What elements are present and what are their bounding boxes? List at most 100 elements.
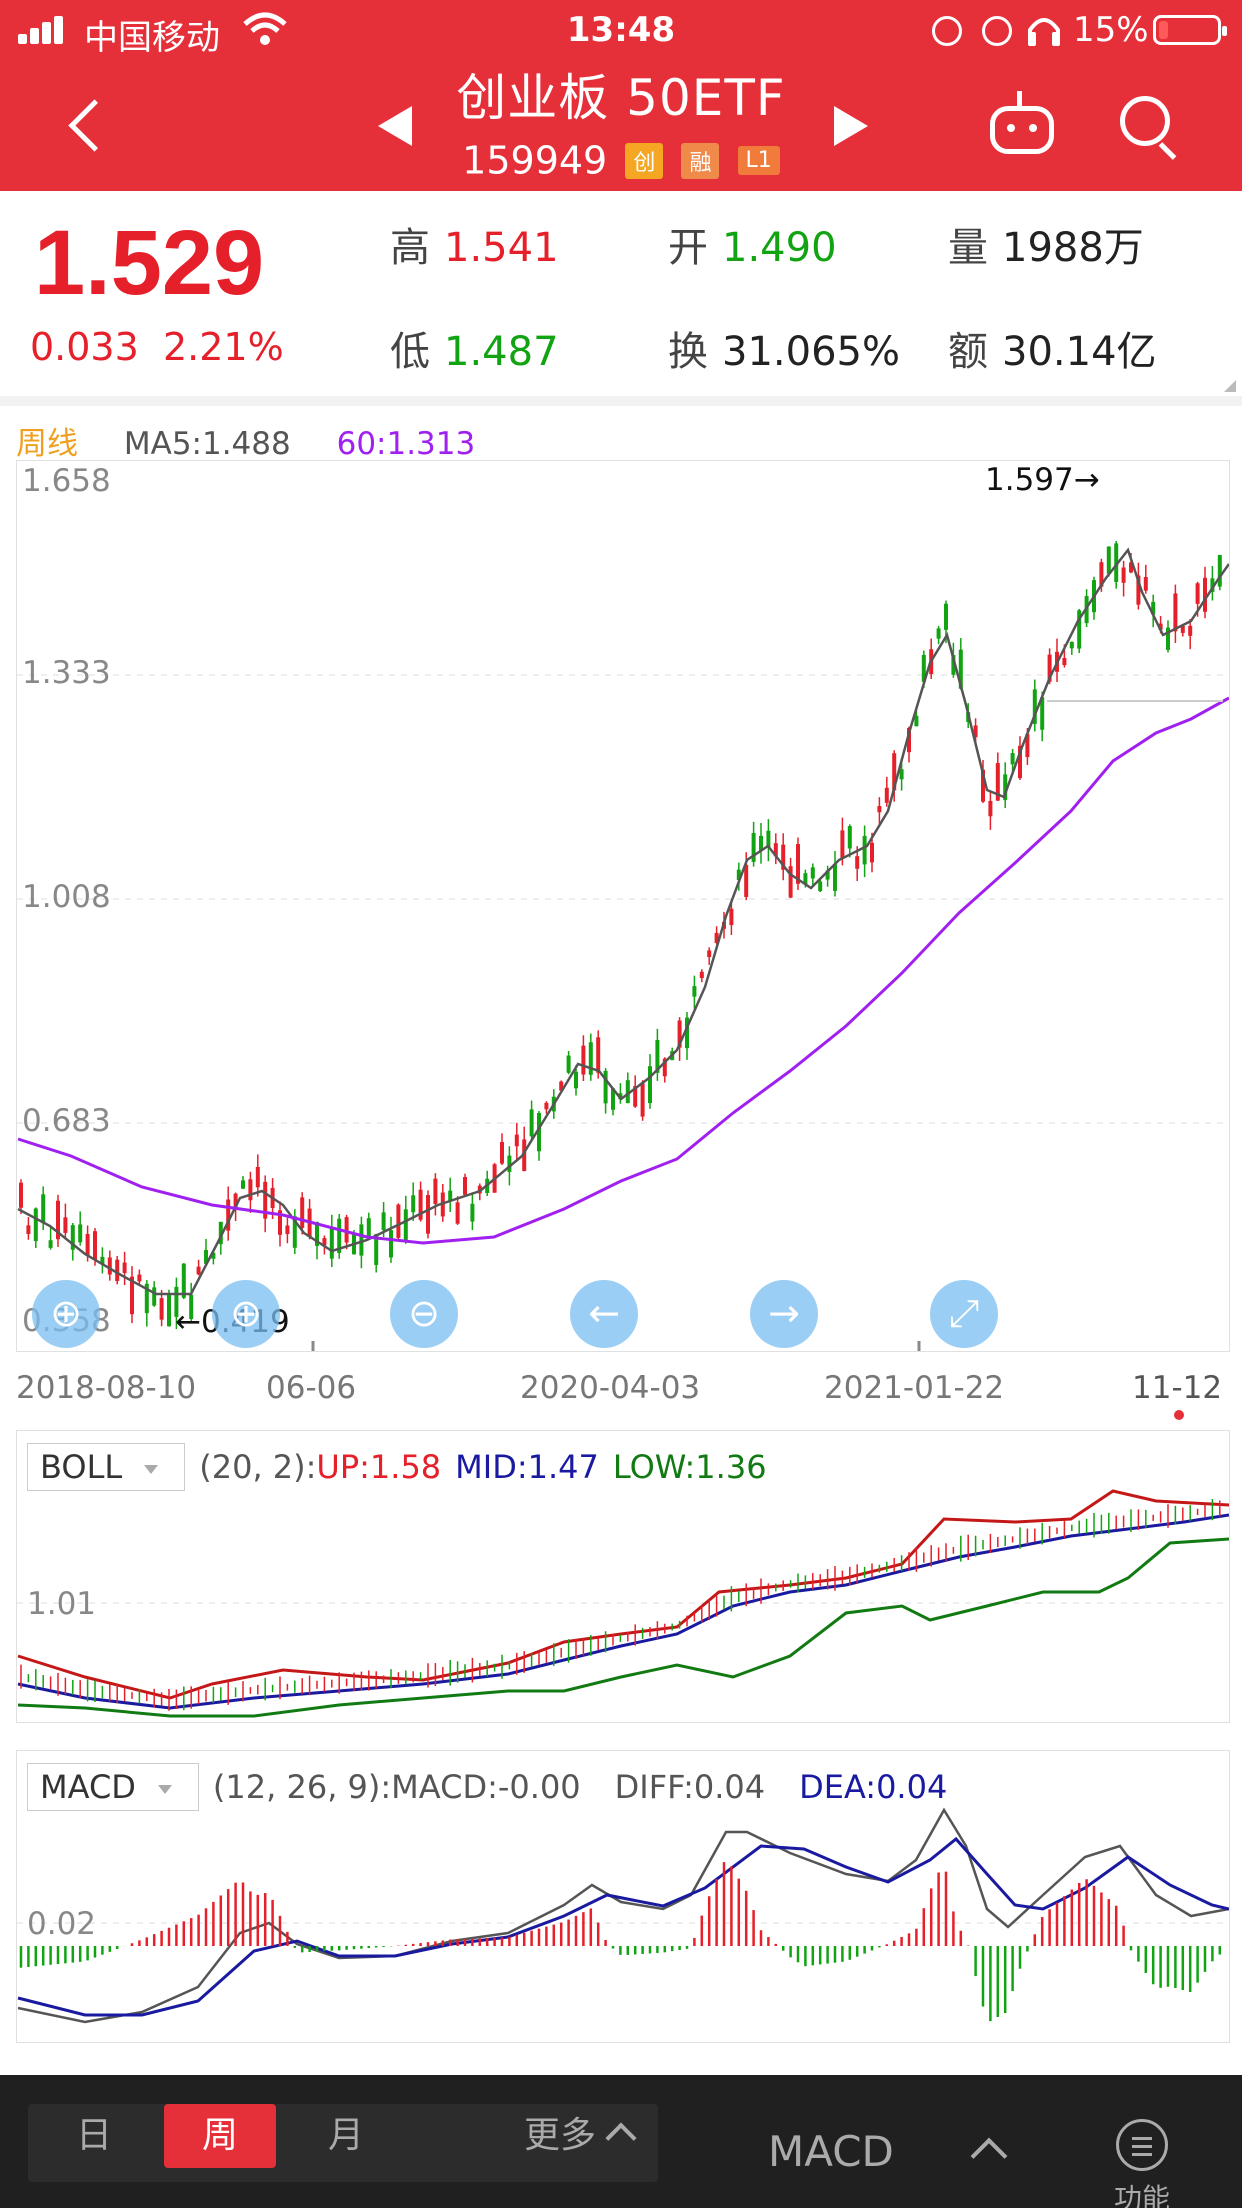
alarm-icon — [982, 16, 1012, 46]
stock-code-line: 159949 创 融 L1 — [0, 136, 1242, 183]
headphones-icon — [1028, 18, 1060, 46]
page-title: 创业板 50ETF — [456, 69, 786, 127]
arrow-right-icon: → — [768, 1291, 800, 1335]
macd-panel[interactable]: MACD (12, 26, 9):MACD:-0.00 DIFF:0.04 DEA:0… — [16, 1750, 1230, 2043]
chart-tool-1[interactable]: ⊕ — [32, 1280, 100, 1348]
more-periods-button[interactable]: 更多 — [524, 2104, 637, 2168]
low-item: 低 1.487 — [390, 319, 559, 377]
zoom-icon: ⊕ — [50, 1291, 82, 1335]
macd-diff: DIFF:0.04 — [614, 1768, 766, 1806]
amount-item: 额 30.14亿 — [948, 319, 1157, 377]
amount-label: 额 — [948, 329, 988, 375]
macd-header: MACD (12, 26, 9):MACD:-0.00 DIFF:0.04 DEA:0… — [27, 1763, 961, 1811]
battery-icon — [1153, 15, 1227, 45]
next-stock-button[interactable] — [834, 106, 868, 146]
boll-y-label: 1.01 — [27, 1586, 97, 1622]
macd-selector[interactable]: MACD — [27, 1763, 199, 1811]
x-label-1: 06-06 — [266, 1370, 357, 1406]
signal-icon — [18, 14, 74, 44]
y-label-0: 1.658 — [22, 463, 111, 499]
search-icon[interactable] — [1120, 96, 1170, 146]
chevron-up-icon — [605, 2122, 637, 2154]
volume-label: 量 — [948, 225, 988, 271]
ma60-line — [17, 696, 1229, 1245]
boll-header: BOLL (20, 2):UP:1.58 MID:1.47 LOW:1.36 — [27, 1443, 781, 1491]
turnover-value: 31.065% — [722, 329, 900, 375]
boll-up: UP:1.58 — [316, 1448, 442, 1486]
ma60-label: 60:1.313 — [336, 426, 476, 462]
x-axis-labels: 2018-08-10 06-06 2020-04-03 2021-01-22 1… — [0, 1370, 1242, 1420]
current-price: 1.529 — [34, 212, 265, 314]
zoom-in-button[interactable]: ⊕ — [212, 1280, 280, 1348]
menu-icon[interactable] — [1116, 2119, 1168, 2171]
zoom-out-icon: ⊖ — [408, 1291, 440, 1335]
boll-mid-line — [17, 1513, 1229, 1710]
turnover-item: 换 31.065% — [668, 319, 900, 377]
current-dot — [1174, 1410, 1184, 1420]
boll-panel[interactable]: BOLL (20, 2):UP:1.58 MID:1.47 LOW:1.36 1.01 — [16, 1430, 1230, 1723]
boll-mid: MID:1.47 — [455, 1448, 599, 1486]
x-label-2: 2020-04-03 — [520, 1370, 701, 1406]
volume-value: 1988万 — [1002, 225, 1144, 271]
low-value: 1.487 — [444, 329, 559, 375]
tab-day[interactable]: 日 — [75, 2115, 112, 2156]
arrow-left-icon: ← — [588, 1291, 620, 1335]
period-label: 周线 — [16, 426, 78, 462]
boll-low: LOW:1.36 — [612, 1448, 767, 1486]
clock: 13:48 — [566, 10, 676, 50]
ma5-line — [17, 547, 1229, 1296]
y-label-2: 1.008 — [22, 879, 111, 915]
macd-params: (12, 26, 9):MACD:-0.00 — [212, 1768, 581, 1806]
chevron-up-icon[interactable] — [970, 2137, 1008, 2175]
boll-selector[interactable]: BOLL — [27, 1443, 186, 1491]
change-percent: 2.21% — [162, 325, 284, 369]
badge-rong: 融 — [681, 142, 720, 179]
high-label: 高 — [390, 225, 430, 271]
status-bar: 中国移动 13:48 15% — [0, 0, 1242, 62]
amount-value: 30.14亿 — [1002, 329, 1157, 375]
rotation-lock-icon — [932, 16, 962, 46]
previous-stock-button[interactable] — [378, 106, 412, 146]
expand-corner-icon[interactable] — [1224, 380, 1236, 392]
turnover-label: 换 — [668, 329, 708, 375]
quote-panel: 1.529 0.033 2.21% 高 1.541 开 1.490 量 1988万 低… — [0, 191, 1242, 406]
fullscreen-button[interactable]: ⤢ — [930, 1280, 998, 1348]
expand-icon: ⤢ — [948, 1291, 980, 1335]
candlesticks — [19, 540, 1222, 1330]
tab-month[interactable]: 月 — [327, 2115, 364, 2156]
indicator-selector[interactable]: MACD — [768, 2127, 894, 2176]
low-label: 低 — [390, 329, 430, 375]
x-label-4: 11-12 — [1132, 1370, 1223, 1406]
open-value: 1.490 — [722, 225, 837, 271]
high-item: 高 1.541 — [390, 215, 559, 273]
ma-legend: 周线 MA5:1.488 60:1.313 — [16, 418, 511, 463]
macd-y-label: 0.02 — [27, 1906, 97, 1942]
open-label: 开 — [668, 225, 708, 271]
volume-item: 量 1988万 — [948, 215, 1144, 273]
boll-name: BOLL — [40, 1448, 123, 1486]
macd-name: MACD — [40, 1768, 136, 1806]
ma5-label: MA5:1.488 — [123, 426, 291, 462]
caret-down-icon — [144, 1464, 159, 1474]
badge-chuang: 创 — [625, 142, 664, 179]
x-label-0: 2018-08-10 — [16, 1370, 197, 1406]
wifi-icon — [243, 12, 287, 45]
badge-l1: L1 — [737, 146, 780, 175]
boll-up-line — [17, 1489, 1229, 1700]
x-label-3: 2021-01-22 — [824, 1370, 1005, 1406]
scroll-left-button[interactable]: ← — [570, 1280, 638, 1348]
kline-chart[interactable]: 1.658 1.333 1.008 0.683 0.358 1.597→ ←0.… — [16, 460, 1230, 1352]
open-item: 开 1.490 — [668, 215, 837, 273]
zoom-out-button[interactable]: ⊖ — [390, 1280, 458, 1348]
scroll-right-button[interactable]: → — [750, 1280, 818, 1348]
robot-assistant-icon[interactable] — [990, 91, 1054, 154]
function-label[interactable]: 功能 — [1114, 2182, 1171, 2208]
zoom-in-icon: ⊕ — [230, 1291, 262, 1335]
caret-down-icon — [157, 1784, 172, 1794]
macd-dea: DEA:0.04 — [799, 1768, 948, 1806]
tab-week[interactable]: 周 — [164, 2104, 276, 2168]
boll-params: (20, 2): — [199, 1448, 317, 1486]
max-price-marker: 1.597→ — [985, 462, 1100, 498]
period-tabs: 日 周 月 更多 — [28, 2104, 658, 2182]
y-label-1: 1.333 — [22, 655, 111, 691]
